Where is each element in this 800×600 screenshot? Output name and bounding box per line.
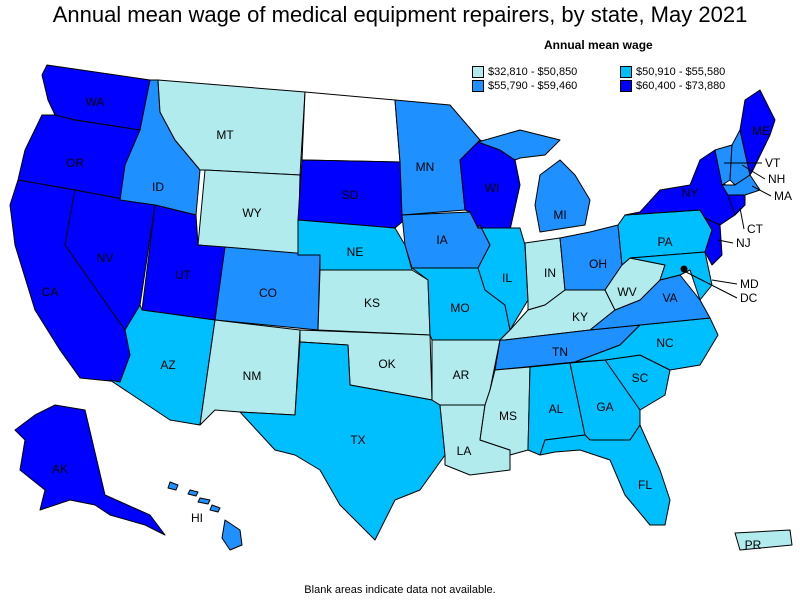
legend-item-1: $32,810 - $50,850: [472, 66, 577, 78]
state-il[interactable]: [477, 224, 529, 331]
state-label-la: LA: [457, 444, 472, 458]
state-label-co: CO: [259, 286, 277, 300]
state-label-md: MD: [740, 277, 759, 291]
state-label-mo: MO: [450, 301, 469, 315]
state-label-ga: GA: [596, 400, 613, 414]
state-label-va: VA: [662, 291, 677, 305]
state-dc[interactable]: [680, 265, 688, 273]
state-label-al: AL: [549, 402, 564, 416]
state-label-ky: KY: [572, 310, 588, 324]
leader-line-dc: [685, 271, 738, 299]
state-label-hi: HI: [191, 511, 203, 525]
state-label-tx: TX: [350, 433, 365, 447]
legend-swatch-3: [472, 80, 484, 92]
state-label-ia: IA: [436, 233, 447, 247]
state-label-wv: WV: [617, 285, 636, 299]
state-label-ms: MS: [499, 409, 517, 423]
map-title: Annual mean wage of medical equipment re…: [52, 2, 748, 27]
state-label-tn: TN: [552, 345, 568, 359]
state-label-ca: CA: [42, 285, 59, 299]
state-tx[interactable]: [239, 341, 446, 541]
state-label-ar: AR: [453, 368, 470, 382]
state-label-az: AZ: [160, 358, 175, 372]
state-label-ne: NE: [347, 245, 364, 259]
legend-swatch-1: [472, 66, 484, 78]
footnote: Blank areas indicate data not available.: [304, 584, 496, 596]
state-label-wy: WY: [242, 206, 261, 220]
state-label-pa: PA: [657, 235, 672, 249]
legend-swatch-4: [620, 80, 632, 92]
state-sd[interactable]: [297, 159, 403, 229]
state-label-me: ME: [752, 124, 770, 138]
state-ak[interactable]: [14, 404, 166, 536]
state-label-ks: KS: [364, 296, 380, 310]
state-label-dc: DC: [740, 291, 758, 305]
state-nd[interactable]: [301, 91, 401, 163]
state-label-id: ID: [152, 180, 164, 194]
legend-label-3: $55,790 - $59,460: [488, 80, 578, 92]
legend-label-1: $32,810 - $50,850: [488, 66, 578, 78]
legend-title: Annual mean wage: [544, 38, 653, 52]
state-pr[interactable]: [734, 529, 793, 551]
state-label-ok: OK: [378, 357, 395, 371]
state-label-nh: NH: [768, 172, 785, 186]
state-ct[interactable]: [727, 194, 746, 216]
state-me[interactable]: [739, 89, 776, 176]
leader-line-ma: [751, 185, 772, 197]
state-label-or: OR: [66, 156, 84, 170]
state-md[interactable]: [629, 251, 713, 301]
state-label-oh: OH: [589, 257, 607, 271]
leader-lines: [685, 162, 772, 299]
state-label-ct: CT: [747, 222, 764, 236]
state-label-il: IL: [502, 271, 512, 285]
state-label-ny: NY: [682, 186, 699, 200]
state-label-in: IN: [544, 266, 556, 280]
state-label-nc: NC: [656, 336, 674, 350]
leader-line-nh: [741, 164, 766, 180]
legend-item-4: $60,400 - $73,880: [620, 80, 725, 92]
state-label-sc: SC: [632, 371, 649, 385]
legend-label-4: $60,400 - $73,880: [636, 80, 726, 92]
leader-line-ct: [739, 207, 745, 230]
state-label-wi: WI: [485, 181, 500, 195]
state-label-nv: NV: [97, 251, 114, 265]
state-label-ma: MA: [774, 189, 792, 203]
state-label-nj: NJ: [736, 236, 751, 250]
state-label-pr: PR: [745, 538, 762, 552]
state-labels: WA OR CA NV ID MT WY UT AZ CO NM SD NE KS OK TX MN IA MO AR…: [42, 95, 792, 552]
leader-line-md: [711, 279, 738, 285]
legend-item-2: $50,910 - $55,580: [620, 66, 725, 78]
state-label-mt: MT: [216, 128, 234, 142]
state-hi[interactable]: [167, 481, 243, 551]
state-label-sd: SD: [342, 188, 359, 202]
state-label-vt: VT: [765, 156, 781, 170]
legend-label-2: $50,910 - $55,580: [636, 66, 726, 78]
state-mi[interactable]: [477, 129, 591, 233]
state-fl[interactable]: [539, 424, 671, 526]
legend-swatch-2: [620, 66, 632, 78]
state-label-mi: MI: [553, 208, 566, 222]
state-label-ak: AK: [52, 462, 68, 476]
leader-line-nj: [717, 239, 734, 244]
state-label-ut: UT: [175, 268, 192, 282]
state-label-nm: NM: [243, 369, 262, 383]
state-label-wa: WA: [86, 95, 105, 109]
legend-item-3: $55,790 - $59,460: [472, 80, 577, 92]
state-label-mn: MN: [416, 160, 435, 174]
state-label-fl: FL: [638, 478, 652, 492]
